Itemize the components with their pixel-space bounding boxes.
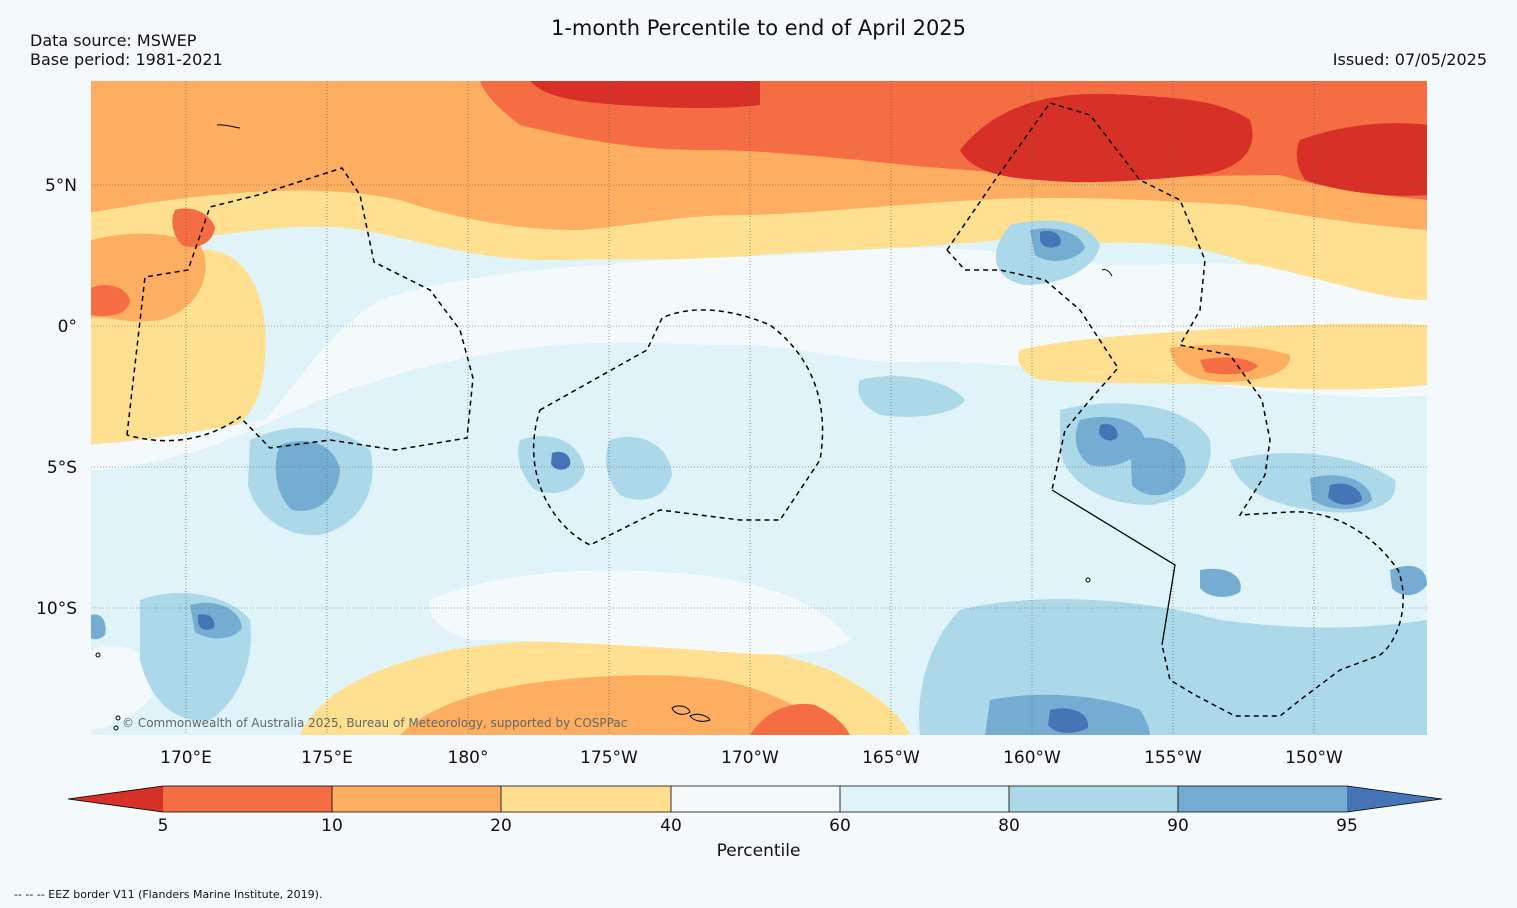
region-90-95-g bbox=[190, 602, 242, 639]
colorbar-tick: 95 bbox=[1336, 816, 1358, 836]
eez-footnote: -- -- -- EEZ border V11 (Flanders Marine… bbox=[14, 888, 323, 901]
colorbar-tick: 5 bbox=[158, 816, 169, 836]
region-5-10-east-tongue bbox=[1200, 357, 1258, 375]
colorbar-segment-20-40 bbox=[501, 786, 671, 812]
colorbar-segment-90-95 bbox=[1178, 786, 1347, 812]
lat-label: 10°S bbox=[36, 599, 77, 619]
region-5-10-south bbox=[750, 703, 850, 735]
lat-label: 5°S bbox=[47, 458, 77, 478]
lon-label: 170°E bbox=[160, 748, 212, 768]
lon-label: 170°W bbox=[721, 748, 779, 768]
eez-borders bbox=[126, 102, 1404, 717]
colorbar-segment-80-90 bbox=[1009, 786, 1178, 812]
region-above95-e bbox=[1048, 708, 1089, 733]
region-90-95-a bbox=[275, 441, 340, 511]
region-5-10-patch-2 bbox=[91, 285, 130, 317]
colorbar-label: Percentile bbox=[716, 841, 801, 861]
graticule bbox=[91, 81, 1427, 735]
region-40-60-south bbox=[429, 570, 850, 655]
region-below5-top bbox=[530, 81, 760, 109]
region-above95-b bbox=[1099, 423, 1118, 441]
lon-label: 165°W bbox=[862, 748, 920, 768]
colorbar-tick: 80 bbox=[998, 816, 1020, 836]
lon-label: 175°E bbox=[301, 748, 353, 768]
boundary-line bbox=[1051, 489, 1176, 646]
lon-label: 150°W bbox=[1285, 748, 1343, 768]
colorbar-tick: 20 bbox=[490, 816, 512, 836]
colorbar-tick: 90 bbox=[1167, 816, 1189, 836]
region-90-95-b bbox=[1075, 416, 1145, 467]
lon-label: 180° bbox=[448, 748, 489, 768]
region-above95-f bbox=[198, 614, 215, 630]
colorbar-below5-arrow bbox=[68, 786, 163, 812]
region-above95-c bbox=[1328, 483, 1362, 505]
region-below5-core bbox=[960, 93, 1253, 183]
base-period: Base period: 1981-2021 bbox=[30, 50, 223, 69]
latitude-labels: 5°N 0° 5°S 10°S bbox=[36, 176, 77, 619]
map-title: 1-month Percentile to end of April 2025 bbox=[550, 16, 967, 40]
colorbar-segment-40-60 bbox=[671, 786, 840, 812]
region-5-10-patch bbox=[172, 208, 215, 247]
lat-label: 0° bbox=[58, 317, 77, 337]
colorbar-segment-5-10 bbox=[163, 786, 332, 812]
region-below5-east bbox=[1296, 123, 1427, 196]
copyright-text: © Commonwealth of Australia 2025, Bureau… bbox=[122, 716, 627, 730]
colorbar-segment-60-80 bbox=[840, 786, 1009, 812]
lat-label: 5°N bbox=[45, 176, 77, 196]
region-above95-a bbox=[551, 451, 571, 470]
region-90-95-h bbox=[1200, 568, 1241, 597]
region-90-95-c bbox=[1130, 437, 1186, 496]
data-source: Data source: MSWEP bbox=[30, 31, 197, 50]
region-90-95-j bbox=[91, 614, 106, 640]
region-80-90-i bbox=[858, 376, 965, 417]
lon-label: 175°W bbox=[580, 748, 638, 768]
colorbar-above95-arrow bbox=[1347, 786, 1442, 812]
region-10-20-south bbox=[400, 675, 830, 735]
region-40-60-equatorial bbox=[91, 248, 1427, 470]
region-above95-d bbox=[1040, 230, 1061, 248]
colorbar-tick: 10 bbox=[321, 816, 343, 836]
colorbar-tick: 40 bbox=[660, 816, 682, 836]
region-80-90-c bbox=[606, 436, 672, 500]
region-90-95-i bbox=[1390, 565, 1427, 596]
longitude-labels: 170°E 175°E 180° 175°W 170°W 165°W 160°W… bbox=[160, 748, 1343, 768]
colorbar: 5 10 20 40 60 80 90 95 bbox=[67, 785, 1443, 836]
colorbar-segment-10-20 bbox=[332, 786, 501, 812]
colorbar-tick: 60 bbox=[829, 816, 851, 836]
precipitation-field bbox=[91, 81, 1427, 735]
islands bbox=[95, 124, 1113, 731]
issued-date: Issued: 07/05/2025 bbox=[1332, 50, 1487, 69]
lon-label: 155°W bbox=[1144, 748, 1202, 768]
lon-label: 160°W bbox=[1003, 748, 1061, 768]
